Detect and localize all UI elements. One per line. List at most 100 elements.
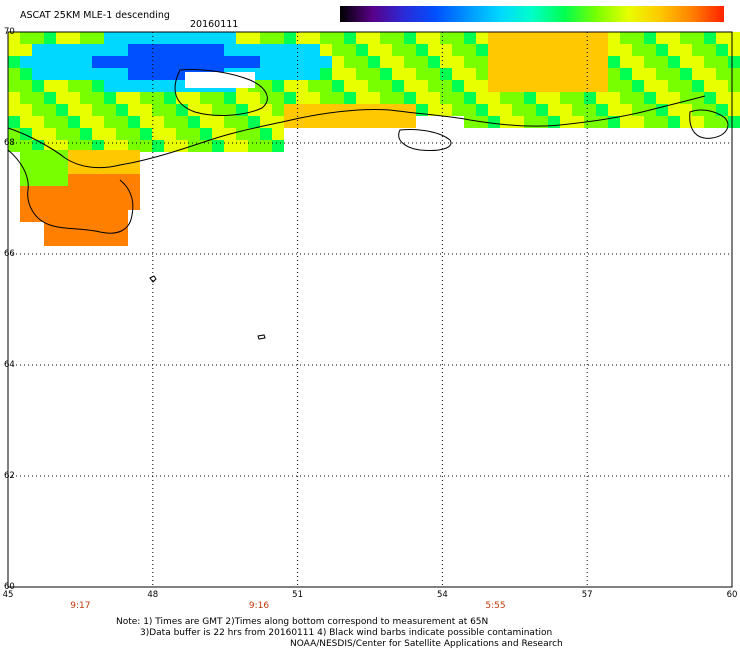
swath-cell [188,128,200,140]
swath-cell [476,80,488,92]
swath-cell [164,56,176,68]
swath-cell [128,56,140,68]
swath-cell [560,104,572,116]
swath-cell [56,198,68,210]
swath-cell [236,140,248,152]
swath-cell [20,92,32,104]
swath-cell [548,44,560,56]
swath-cell [116,198,128,210]
swath-cell [296,68,308,80]
latitude-label: 70 [4,27,15,37]
swath-cell [224,56,236,68]
swath-cell [644,116,656,128]
swath-cell [536,80,548,92]
swath-cell [716,116,728,128]
longitude-label: 45 [2,590,14,600]
swath-cell [116,80,128,92]
swath-cell [44,174,56,186]
swath-cell [260,32,272,44]
swath-cell [716,56,728,68]
swath-cell [212,32,224,44]
swath-cell [584,80,596,92]
swath-cell [68,174,80,186]
swath-cell [20,128,32,140]
swath-cell [116,92,128,104]
swath-cell [680,104,692,116]
swath-cell [176,104,188,116]
swath-cell [344,56,356,68]
swath-cell [476,92,488,104]
longitude-label: 60 [726,590,738,600]
swath-cell [212,128,224,140]
map-frame [7,31,733,588]
swath-cell [728,92,740,104]
colorbar-segment [628,6,661,22]
swath-cell [80,186,92,198]
swath-cell [152,68,164,80]
swath-cell [428,32,440,44]
swath-cell [572,80,584,92]
swath-cell [68,104,80,116]
swath-cell [380,116,392,128]
swath-cell [152,56,164,68]
swath-cell [368,56,380,68]
swath-cell [272,80,284,92]
latitude-label: 68 [4,138,15,148]
swath-cell [32,210,44,222]
swath-cell [728,56,740,68]
swath-cell [572,32,584,44]
swath-cell [104,234,116,246]
swath-cell [128,116,140,128]
swath-cell [200,92,212,104]
swath-cell [152,80,164,92]
swath-cell [140,80,152,92]
swath-cell [332,44,344,56]
swath-cell [716,32,728,44]
latitude-label: 64 [4,360,15,370]
swath-cell [116,128,128,140]
swath-cell [200,44,212,56]
swath-cell [8,104,20,116]
swath-cell [500,80,512,92]
swath-cell [368,32,380,44]
swath-cell [536,92,548,104]
swath-cell [188,140,200,152]
swath-cell [644,80,656,92]
swath-cell [104,198,116,210]
swath-cell [500,56,512,68]
swath-cell [116,186,128,198]
swath-cell [284,32,296,44]
swath-cell [140,104,152,116]
swath-cell [140,140,152,152]
swath-cell [284,68,296,80]
swath-cell [44,44,56,56]
swath-cell [92,32,104,44]
swath-cell [164,80,176,92]
swath-cell [212,92,224,104]
swath-cell [380,56,392,68]
swath-cell [512,56,524,68]
swath-cell [668,32,680,44]
swath-cell [440,80,452,92]
swath-cell [236,92,248,104]
swath-cell [656,80,668,92]
swath-cell [392,104,404,116]
swath-cell [164,32,176,44]
swath-cell [68,68,80,80]
swath-cell [560,92,572,104]
swath-cell [224,140,236,152]
swath-cell [32,32,44,44]
swath-cell [620,44,632,56]
swath-cell [452,32,464,44]
swath-cell [692,32,704,44]
swath-cell [80,116,92,128]
swath-cell [572,92,584,104]
swath-cell [152,32,164,44]
swath-cell [32,92,44,104]
swath-cell [116,210,128,222]
swath-cell [380,92,392,104]
swath-cell [116,222,128,234]
swath-cell [56,174,68,186]
swath-cell [8,56,20,68]
swath-cell [176,56,188,68]
